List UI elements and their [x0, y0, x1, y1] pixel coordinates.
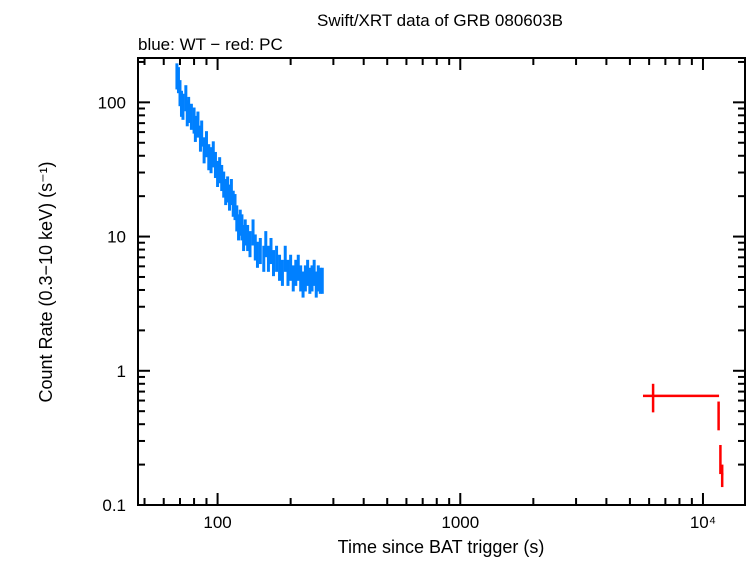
pc-data-point: [642, 383, 720, 413]
wt-data-point: [229, 179, 233, 206]
x-axis-label: Time since BAT trigger (s): [338, 537, 545, 557]
wt-data-point: [181, 93, 185, 120]
wt-data-point: [291, 265, 295, 292]
wt-data-point: [278, 254, 282, 281]
wt-data-point: [196, 111, 200, 138]
wt-data-point: [296, 254, 300, 281]
x-tick-label: 1000: [441, 513, 479, 532]
y-tick-label: 100: [98, 93, 126, 112]
wt-data-point: [251, 219, 255, 246]
wt-data-point: [280, 259, 284, 286]
wt-data-point: [204, 131, 208, 158]
wt-data-point: [248, 231, 252, 258]
x-tick-label: 100: [203, 513, 231, 532]
wt-data-point: [283, 245, 287, 272]
data-marks: [175, 63, 724, 488]
wt-data-point: [189, 103, 193, 130]
wt-data-point: [200, 120, 204, 147]
chart-subtitle: blue: WT − red: PC: [138, 35, 283, 54]
wt-data-point: [258, 237, 262, 265]
wt-data-point: [262, 245, 266, 272]
wt-data-point: [275, 245, 279, 272]
wt-data-point: [207, 144, 211, 171]
plot-frame: [137, 57, 746, 506]
wt-data-point: [193, 115, 197, 142]
axes: 100 1000 10⁴ 0.1 1 10 100: [98, 58, 745, 532]
x-tick-label: 10⁴: [690, 513, 716, 532]
wt-data-point: [306, 259, 310, 286]
wt-data-point: [264, 231, 268, 258]
pc-data-point: [719, 444, 722, 475]
wt-data-point: [312, 259, 316, 286]
wt-data-point: [255, 241, 259, 268]
wt-data-point: [202, 137, 206, 164]
y-tick-label: 10: [107, 228, 126, 247]
wt-data-point: [320, 267, 324, 294]
wt-data-point: [301, 271, 305, 298]
wt-data-point: [209, 147, 213, 174]
wt-data-point: [187, 96, 191, 123]
wt-data-point: [294, 259, 298, 286]
wt-data-point: [303, 265, 307, 292]
wt-data-point: [266, 245, 270, 272]
wt-data-point: [272, 250, 276, 277]
wt-data-point: [243, 219, 247, 246]
pc-data-point: [717, 401, 720, 431]
wt-data-point: [289, 254, 293, 281]
wt-data-point: [299, 265, 303, 292]
y-tick-label: 0.1: [102, 496, 126, 515]
chart-title: Swift/XRT data of GRB 080603B: [317, 11, 563, 30]
wt-data-point: [176, 67, 180, 94]
wt-data-point: [269, 237, 273, 265]
wt-data-point: [286, 259, 290, 286]
y-axis-label: Count Rate (0.3−10 keV) (s⁻¹): [36, 161, 56, 402]
pc-data-point: [720, 464, 724, 488]
y-tick-label: 1: [117, 362, 126, 381]
wt-data-point: [246, 224, 250, 252]
